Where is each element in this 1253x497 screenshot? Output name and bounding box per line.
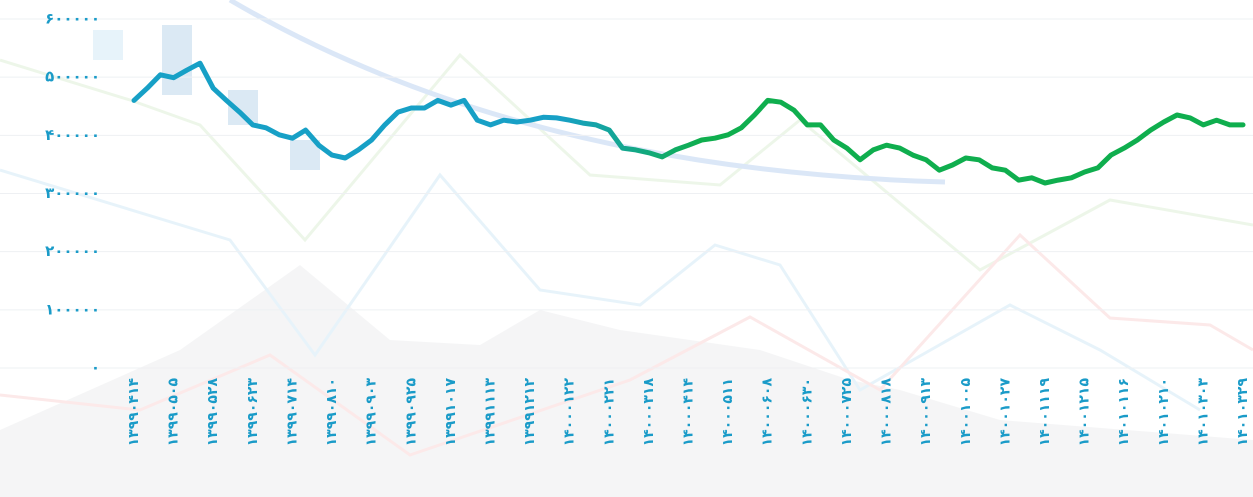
- x-tick-label: ۱۳۹۹۰۵۰۵: [166, 378, 182, 447]
- x-tick-label: ۱۳۹۹۱۰۱۷: [443, 378, 459, 447]
- y-tick-label: ۵۰۰۰۰۰: [45, 68, 100, 86]
- x-tick-label: ۱۴۰۰۰۷۲۵: [839, 378, 855, 447]
- x-tick-label: ۱۴۰۰۱۰۰۵: [958, 378, 974, 447]
- x-tick-label: ۱۴۰۱۰۱۱۶: [1116, 378, 1132, 446]
- x-tick-label: ۱۳۹۹۰۹۰۳: [364, 378, 380, 447]
- x-tick-label: ۱۴۰۰۱۲۱۵: [1077, 378, 1093, 447]
- x-tick-label: ۱۴۰۰۰۳۱۸: [641, 378, 657, 447]
- x-tick-label: ۱۴۰۰۰۸۱۸: [879, 378, 895, 447]
- x-tick-label: ۱۳۹۹۰۶۲۳: [245, 378, 261, 447]
- x-tick-label: ۱۴۰۰۱۱۱۹: [1037, 378, 1053, 447]
- y-tick-label: ۰: [91, 359, 100, 377]
- x-tick-label: ۱۴۰۰۱۰۲۷: [997, 378, 1013, 447]
- x-tick-label: ۱۴۰۱۰۳۲۹: [1235, 378, 1251, 447]
- x-tick-label: ۱۳۹۹۰۸۱۰: [324, 378, 340, 446]
- x-tick-label: ۱۳۹۹۰۹۲۵: [403, 378, 419, 447]
- y-tick-label: ۲۰۰۰۰۰: [45, 242, 100, 260]
- x-tick-label: ۱۳۹۹۱۱۱۳: [482, 378, 498, 447]
- x-tick-label: ۱۳۹۹۰۷۱۴: [284, 378, 300, 447]
- x-tick-label: ۱۳۹۹۰۴۱۴: [126, 378, 142, 447]
- x-tick-label: ۱۴۰۱۰۲۱۰: [1156, 378, 1172, 446]
- x-tick-label: ۱۴۰۰۰۶۰۸: [760, 378, 776, 447]
- y-tick-label: ۴۰۰۰۰۰: [45, 126, 100, 144]
- x-tick-label: ۱۴۰۰۰۵۱۱: [720, 378, 736, 446]
- x-tick-label: ۱۴۰۰۰۴۱۴: [681, 378, 697, 447]
- x-tick-label: ۱۴۰۰۰۶۳۰: [799, 378, 815, 446]
- x-tick-label: ۱۴۰۰۰۱۲۲: [562, 378, 578, 447]
- x-tick-label: ۱۳۹۹۰۵۲۸: [205, 378, 221, 447]
- y-tick-label: ۶۰۰۰۰۰: [45, 10, 100, 28]
- x-tick-label: ۱۴۰۰۰۲۲۱: [601, 378, 617, 446]
- x-tick-label: ۱۳۹۹۱۲۱۲: [522, 378, 538, 447]
- line-series: [131, 60, 1246, 186]
- y-tick-label: ۳۰۰۰۰۰: [45, 184, 100, 202]
- x-tick-label: ۱۴۰۰۰۹۱۳: [918, 378, 934, 447]
- y-tick-label: ۱۰۰۰۰۰: [45, 300, 100, 318]
- x-tick-label: ۱۴۰۱۰۳۰۳: [1195, 378, 1211, 447]
